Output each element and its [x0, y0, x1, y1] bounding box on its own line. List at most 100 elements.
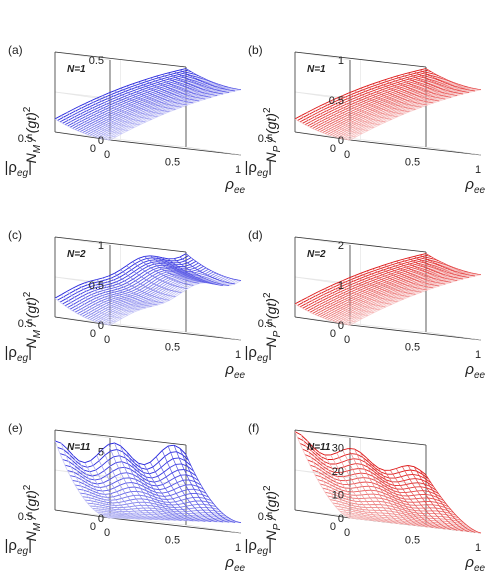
- axis-edge: [425, 331, 482, 341]
- mesh-line: [162, 74, 218, 96]
- mesh-line: [126, 265, 182, 293]
- mesh-line: [312, 294, 368, 316]
- x-tick-label: 0.5: [165, 157, 180, 169]
- panel-c: 0 0.5 1 0 0.5 0 0.5 1 (c) N=2 NM / (gt)2 ρee |ρeg|: [5, 228, 246, 381]
- mesh-line: [138, 81, 194, 104]
- mesh-line: [402, 74, 458, 96]
- mesh-line: [306, 112, 362, 134]
- mesh-line: [78, 284, 134, 313]
- mesh-line: [318, 451, 374, 522]
- y-axis-line: [294, 131, 351, 141]
- mesh-line: [144, 79, 200, 102]
- mesh-line: [150, 255, 206, 284]
- mesh-line: [138, 463, 194, 522]
- z-tick-label: 0: [98, 513, 104, 525]
- mesh-line: [419, 254, 476, 277]
- x-axis-line: [349, 324, 482, 341]
- mesh-line: [354, 275, 410, 298]
- mesh-line: [378, 266, 434, 289]
- mesh-line: [96, 279, 152, 307]
- panel-e: 0 0.5 1 0 0.5 0 5 (e) N=11 NM / (gt)2 ρee |ρeg|: [5, 421, 246, 574]
- x-tick-label: 1: [475, 349, 481, 361]
- mesh-line: [108, 275, 164, 304]
- mesh-line: [66, 112, 122, 134]
- mesh-line: [120, 269, 176, 297]
- mesh-line: [390, 470, 446, 530]
- annotation-label: N=11: [307, 442, 331, 453]
- y-axis-label: |ρeg|: [5, 159, 32, 179]
- mesh-line: [149, 462, 206, 522]
- mesh-line: [384, 264, 440, 287]
- axis-edge: [185, 331, 242, 341]
- panel-d: 0 0.5 1 0 0.5 0 1 2 (d) N=2 NP / (gt)2 ρee |ρeg|: [245, 228, 486, 381]
- mesh-line: [360, 87, 416, 110]
- x-tick-label: 1: [475, 542, 481, 554]
- z-axis-label: NM / (gt)2: [22, 106, 43, 163]
- x-axis-label: ρee: [464, 176, 485, 196]
- mesh-line: [155, 256, 212, 284]
- mesh-line: [60, 115, 117, 138]
- z-tick-label: 20: [332, 466, 344, 478]
- mesh-line: [54, 440, 111, 519]
- mesh-line: [294, 303, 351, 326]
- mesh-line: [425, 253, 482, 276]
- surface-mesh: [54, 253, 242, 326]
- mesh-line: [167, 72, 224, 95]
- mesh-line: [155, 456, 212, 522]
- y-axis-label: |ρeg|: [245, 537, 272, 557]
- y-tick-label: 0: [90, 143, 96, 155]
- mesh-line: [372, 83, 428, 106]
- mesh-line: [132, 261, 188, 289]
- z-tick-label: 0.5: [89, 55, 104, 67]
- y-tick-label: 0.5: [18, 511, 33, 523]
- mesh-line: [84, 103, 140, 126]
- mesh-line: [348, 448, 404, 525]
- z-tick-label: 2: [338, 240, 344, 252]
- mesh-line: [108, 444, 164, 521]
- mesh-line: [102, 95, 158, 118]
- mesh-line: [54, 118, 111, 141]
- axis-edge: [185, 146, 242, 156]
- mesh-line: [161, 257, 218, 285]
- z-axis-label: NP / (gt)2: [262, 292, 283, 347]
- mesh-line: [395, 468, 452, 530]
- z-tick-label: 0: [338, 135, 344, 147]
- mesh-line: [72, 109, 128, 131]
- annotation-label: N=2: [67, 249, 86, 260]
- y-tick-label: 0.5: [258, 318, 273, 330]
- mesh-line: [401, 466, 458, 531]
- axis-edge: [54, 429, 187, 446]
- y-tick-label: 0.5: [258, 511, 273, 523]
- mesh-line: [66, 291, 122, 319]
- x-tick-label: 0.5: [165, 342, 180, 354]
- panel-b: 0 0.5 1 0 0.5 0 0.5 1 (b) N=1 NP / (gt)2 ρee |ρeg|: [245, 43, 486, 196]
- mesh-line: [372, 463, 428, 528]
- mesh-line: [96, 97, 152, 120]
- mesh-line: [407, 72, 464, 95]
- x-axis-label: ρee: [464, 554, 485, 574]
- z-tick-label: 30: [332, 442, 344, 454]
- x-axis-line: [109, 517, 242, 534]
- mesh-line: [419, 69, 476, 92]
- mesh-line: [312, 446, 369, 521]
- mesh-line: [306, 440, 363, 520]
- mesh-line: [179, 256, 236, 285]
- mesh-line: [336, 97, 392, 120]
- x-tick-label: 0.5: [405, 157, 420, 169]
- mesh-line: [366, 85, 422, 108]
- y-axis-label: |ρeg|: [5, 537, 32, 557]
- mesh-line: [120, 445, 176, 521]
- x-tick-label: 0: [344, 334, 350, 346]
- mesh-line: [78, 460, 134, 520]
- y-tick-label: 0: [330, 328, 336, 340]
- z-tick-label: 0: [338, 320, 344, 332]
- mesh-line: [84, 282, 140, 311]
- axis-edge: [425, 146, 482, 156]
- y-axis-label: |ρeg|: [245, 344, 272, 364]
- mesh-line: [425, 474, 482, 534]
- mesh-line: [390, 262, 446, 285]
- y-axis-label: |ρeg|: [245, 159, 272, 179]
- x-tick-label: 0.5: [405, 342, 420, 354]
- mesh-line: [72, 455, 128, 519]
